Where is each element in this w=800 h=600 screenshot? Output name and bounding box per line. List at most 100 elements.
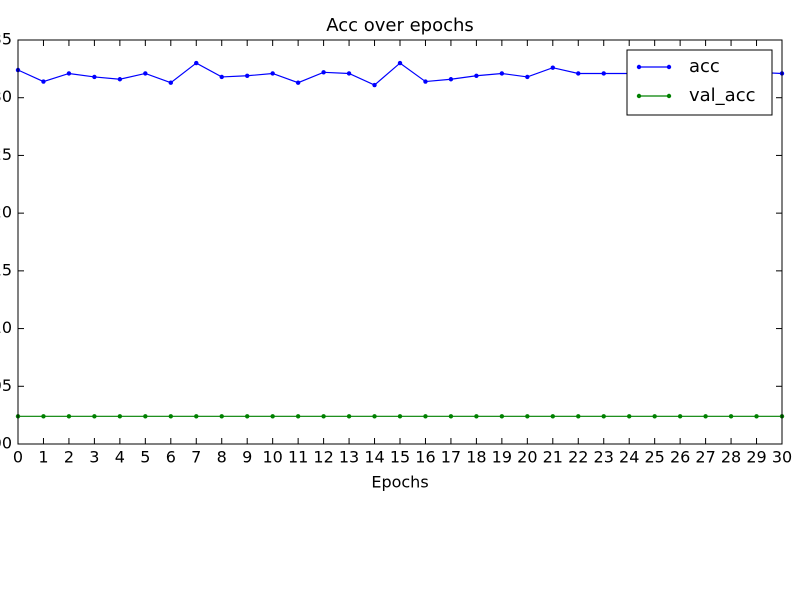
x-tick-label: 5 — [140, 448, 150, 467]
data-point — [117, 77, 123, 82]
data-point — [245, 414, 250, 419]
data-point — [295, 80, 301, 85]
data-point — [168, 414, 173, 419]
legend-label: val_acc — [689, 85, 756, 106]
data-point — [499, 71, 505, 76]
data-point — [295, 414, 301, 419]
legend-label: acc — [689, 56, 720, 77]
x-tick-label: 4 — [115, 448, 125, 467]
data-point — [168, 80, 173, 85]
data-point — [92, 74, 97, 80]
x-tick-label: 28 — [721, 448, 741, 467]
x-axis-label: Epochs — [371, 473, 428, 492]
data-point — [92, 414, 97, 419]
x-tick-label: 21 — [543, 448, 563, 467]
x-tick-label: 30 — [772, 448, 792, 467]
x-tick-label: 8 — [217, 448, 227, 467]
data-point — [321, 70, 326, 75]
data-point — [601, 414, 606, 419]
data-point — [550, 414, 555, 419]
data-point — [143, 71, 148, 76]
y-tick-label: 0.05 — [0, 376, 12, 395]
data-point — [499, 414, 505, 419]
x-tick-label: 9 — [242, 448, 252, 467]
y-tick-label: 0.00 — [0, 434, 12, 453]
data-point — [143, 414, 148, 419]
y-tick-label: 0.25 — [0, 145, 12, 164]
data-point — [397, 60, 403, 66]
data-point — [270, 414, 275, 419]
x-tick-label: 6 — [166, 448, 176, 467]
data-point — [372, 414, 377, 419]
data-point — [703, 414, 708, 419]
data-point — [601, 71, 606, 76]
x-tick-label: 29 — [746, 448, 766, 467]
x-tick-label: 0 — [13, 448, 23, 467]
data-point — [423, 79, 428, 84]
data-point — [474, 73, 479, 78]
y-tick-label: 0.35 — [0, 30, 12, 49]
y-tick-label: 0.20 — [0, 203, 12, 222]
x-tick-label: 10 — [262, 448, 282, 467]
data-point — [474, 414, 479, 419]
data-point — [66, 71, 72, 76]
data-point — [728, 414, 734, 419]
chart-title: Acc over epochs — [326, 15, 474, 36]
data-point — [448, 414, 454, 419]
x-tick-label: 13 — [339, 448, 359, 467]
data-point — [270, 71, 275, 76]
plot-frame — [17, 39, 783, 445]
data-point — [525, 414, 530, 419]
y-tick-label: 0.30 — [0, 87, 12, 106]
x-tick-label: 16 — [415, 448, 435, 467]
legend: acc val_acc — [626, 49, 773, 116]
data-point — [448, 77, 454, 82]
x-tick-label: 12 — [313, 448, 333, 467]
data-point — [754, 414, 759, 419]
data-point — [41, 414, 46, 419]
x-tick-label: 15 — [390, 448, 410, 467]
y-tick-label: 0.10 — [0, 318, 12, 337]
data-point — [219, 74, 224, 80]
data-point — [525, 74, 530, 80]
data-point — [194, 414, 199, 419]
data-point — [576, 414, 581, 419]
x-tick-label: 27 — [695, 448, 715, 467]
y-tick-label: 0.15 — [0, 260, 12, 279]
legend-box — [626, 49, 773, 116]
legend-marker — [636, 64, 642, 70]
x-tick-label: 2 — [64, 448, 74, 467]
data-point — [372, 82, 377, 88]
data-point — [219, 414, 224, 419]
data-point — [245, 73, 250, 78]
x-tick-label: 7 — [191, 448, 201, 467]
x-tick-label: 23 — [594, 448, 614, 467]
x-tick-label: 19 — [492, 448, 512, 467]
data-point — [194, 60, 199, 66]
legend-marker — [666, 93, 672, 99]
x-tick-label: 1 — [38, 448, 48, 467]
x-tick-label: 3 — [89, 448, 99, 467]
data-point — [346, 71, 352, 76]
x-tick-label: 11 — [288, 448, 308, 467]
data-point — [677, 414, 683, 419]
data-point — [397, 414, 403, 419]
x-tick-label: 18 — [466, 448, 486, 467]
legend-marker — [666, 64, 672, 70]
x-tick-label: 22 — [568, 448, 588, 467]
data-point — [321, 414, 326, 419]
x-tick-label: 17 — [441, 448, 461, 467]
data-point — [41, 79, 46, 84]
data-point — [66, 414, 72, 419]
data-point — [550, 65, 555, 70]
x-tick-label: 26 — [670, 448, 690, 467]
data-point — [652, 414, 657, 419]
data-point — [627, 414, 632, 419]
legend-marker — [636, 93, 642, 99]
x-tick-label: 25 — [644, 448, 664, 467]
data-point — [117, 414, 123, 419]
x-tick-label: 24 — [619, 448, 639, 467]
x-tick-label: 20 — [517, 448, 537, 467]
data-point — [576, 71, 581, 76]
